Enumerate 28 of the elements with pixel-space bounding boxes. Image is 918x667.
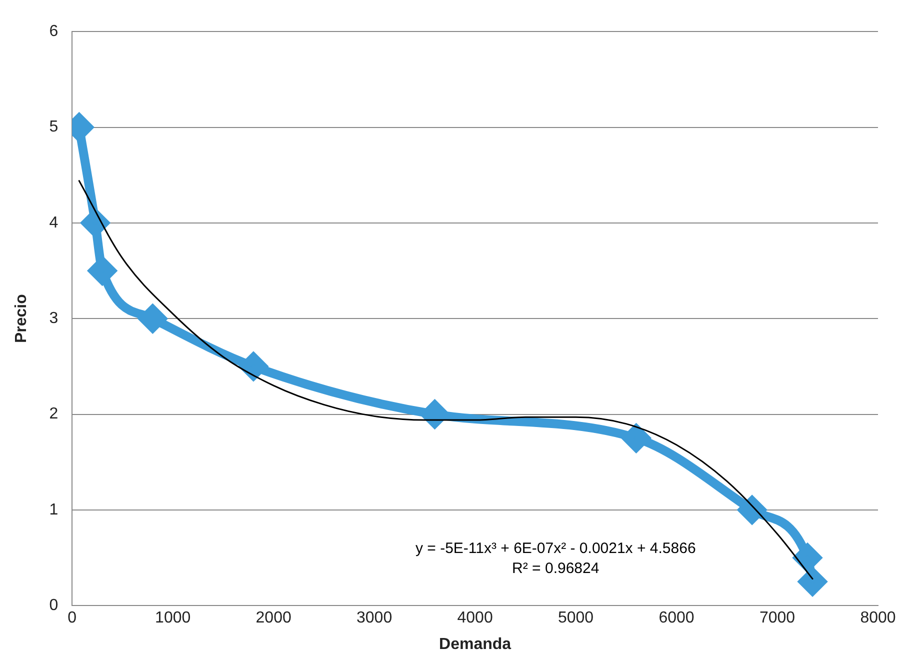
y-tick-label: 0 xyxy=(49,597,58,614)
point xyxy=(799,568,826,596)
point xyxy=(240,352,267,380)
x-tick-label: 0 xyxy=(68,610,77,627)
point xyxy=(88,257,116,284)
point xyxy=(82,209,109,236)
x-tick-label: 8000 xyxy=(860,610,896,627)
y-tick-label: 2 xyxy=(49,406,58,423)
point xyxy=(139,305,166,332)
x-tick-label: 4000 xyxy=(457,610,493,627)
x-tick-label: 5000 xyxy=(558,610,594,627)
y-tick-label: 3 xyxy=(49,310,58,328)
point xyxy=(421,400,448,428)
x-tick-label: 7000 xyxy=(759,610,796,627)
y-axis-title: Precio xyxy=(13,294,30,344)
x-tick-label: 2000 xyxy=(256,610,292,627)
x-tick-label: 1000 xyxy=(155,610,191,627)
point xyxy=(794,544,821,572)
annotation: y = -5E-11x³ + 6E-07x² - 0.0021x + 4.5866 xyxy=(415,540,696,557)
y-tick-label: 5 xyxy=(49,118,58,136)
y-tick-label: 1 xyxy=(49,501,58,518)
x-axis-title: Demanda xyxy=(439,636,512,653)
x-tick-label: 3000 xyxy=(356,610,392,627)
point xyxy=(622,424,650,452)
annotation: R² = 0.96824 xyxy=(512,560,600,577)
x-tick-label: 6000 xyxy=(658,610,694,627)
y-tick-label: 6 xyxy=(49,23,58,40)
y-tick-label: 4 xyxy=(49,214,58,232)
